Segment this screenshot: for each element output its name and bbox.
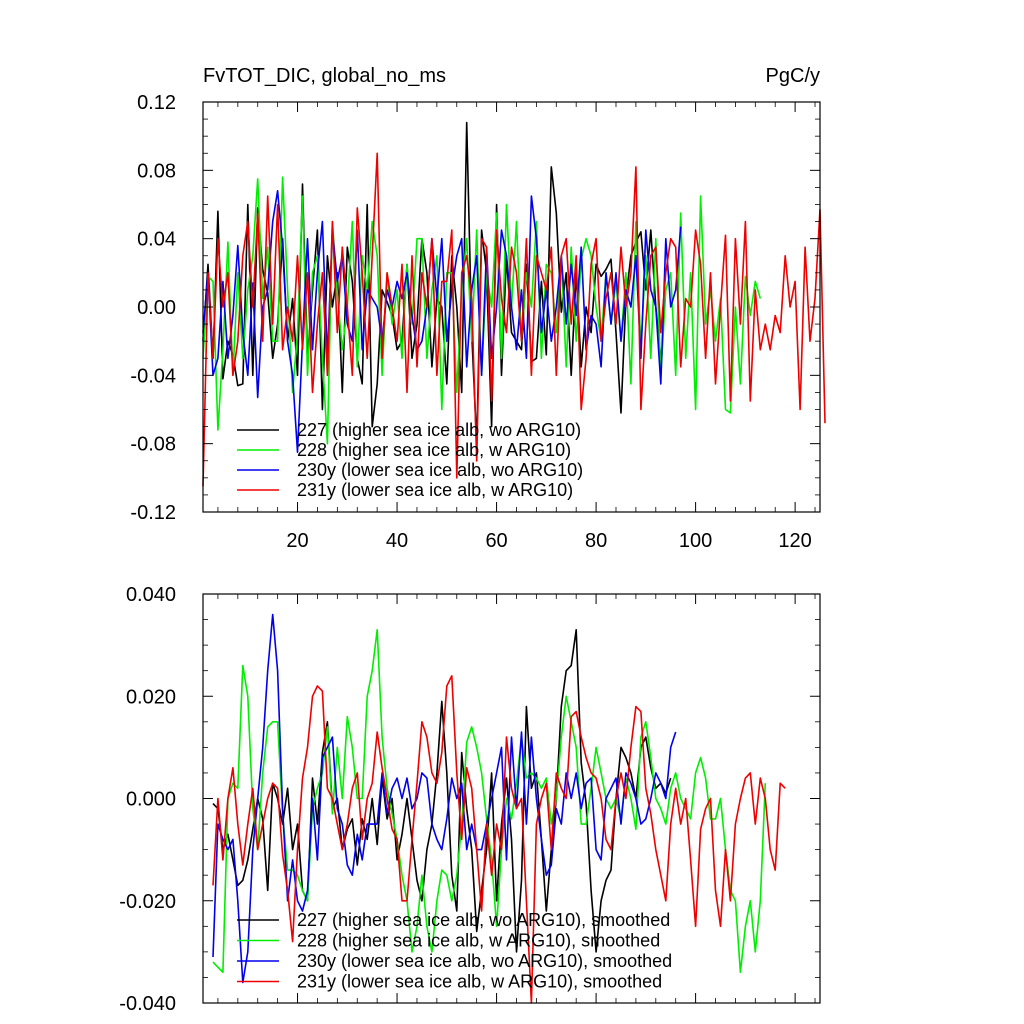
x-tick-label: 60	[485, 530, 507, 552]
legend-label-2: 230y (lower sea ice alb, wo ARG10), smoo…	[297, 951, 672, 971]
legend-label-1: 228 (higher sea ice alb, w ARG10), smoot…	[297, 931, 660, 951]
top-legend: 227 (higher sea ice alb, wo ARG10)228 (h…	[237, 420, 583, 500]
legend-label-2: 230y (lower sea ice alb, wo ARG10)	[297, 460, 583, 480]
bottom-series-layer	[212, 613, 786, 1004]
legend-label-0: 227 (higher sea ice alb, wo ARG10), smoo…	[297, 910, 670, 930]
y-tick-label: -0.020	[119, 891, 176, 913]
y-tick-label: 0.12	[137, 92, 176, 114]
y-tick-label: 0.08	[137, 160, 176, 182]
top-series-layer	[202, 121, 826, 487]
legend-label-0: 227 (higher sea ice alb, wo ARG10)	[297, 420, 581, 440]
chart-title: FvTOT_DIC, global_no_ms	[203, 65, 446, 87]
y-tick-label: 0.000	[126, 789, 176, 811]
legend-label-1: 228 (higher sea ice alb, w ARG10)	[297, 440, 571, 460]
y-tick-label: 0.04	[137, 229, 176, 251]
chart-units: PgC/y	[766, 65, 820, 87]
x-tick-label: 100	[679, 530, 712, 552]
series-line-1	[212, 628, 767, 974]
y-tick-label: -0.12	[130, 502, 176, 524]
series-line-2	[212, 613, 677, 984]
y-tick-label: 0.020	[126, 686, 176, 708]
top-tick-layer: 20 40 60 80 100 120 -0.12 -0.08 -0.04 0.00 0.04 0.0…	[130, 92, 820, 552]
bottom-panel: 227 (higher sea ice alb, wo ARG10), smoo…	[119, 584, 821, 1015]
legend-label-3: 231y (lower sea ice alb, w ARG10), smoot…	[297, 972, 662, 992]
y-tick-label: 0.040	[126, 584, 176, 606]
bottom-tick-layer: -0.040 -0.020 0.000 0.020 0.040	[119, 584, 820, 1015]
bottom-legend: 227 (higher sea ice alb, wo ARG10), smoo…	[237, 910, 672, 992]
series-line-3	[212, 674, 786, 1004]
x-tick-label: 40	[386, 530, 408, 552]
y-tick-label: -0.08	[130, 434, 176, 456]
top-panel: FvTOT_DIC, global_no_ms PgC/y 227 (highe…	[130, 65, 826, 552]
legend-label-3: 231y (lower sea ice alb, w ARG10)	[297, 480, 573, 500]
x-tick-label: 80	[585, 530, 607, 552]
x-tick-label: 20	[286, 530, 308, 552]
series-line-3	[202, 152, 826, 487]
y-tick-label: 0.00	[137, 297, 176, 319]
series-line-2	[202, 190, 682, 454]
y-tick-label: -0.04	[130, 365, 176, 387]
y-tick-label: -0.040	[119, 993, 176, 1015]
x-tick-label: 120	[778, 530, 811, 552]
series-line-0	[212, 628, 672, 953]
